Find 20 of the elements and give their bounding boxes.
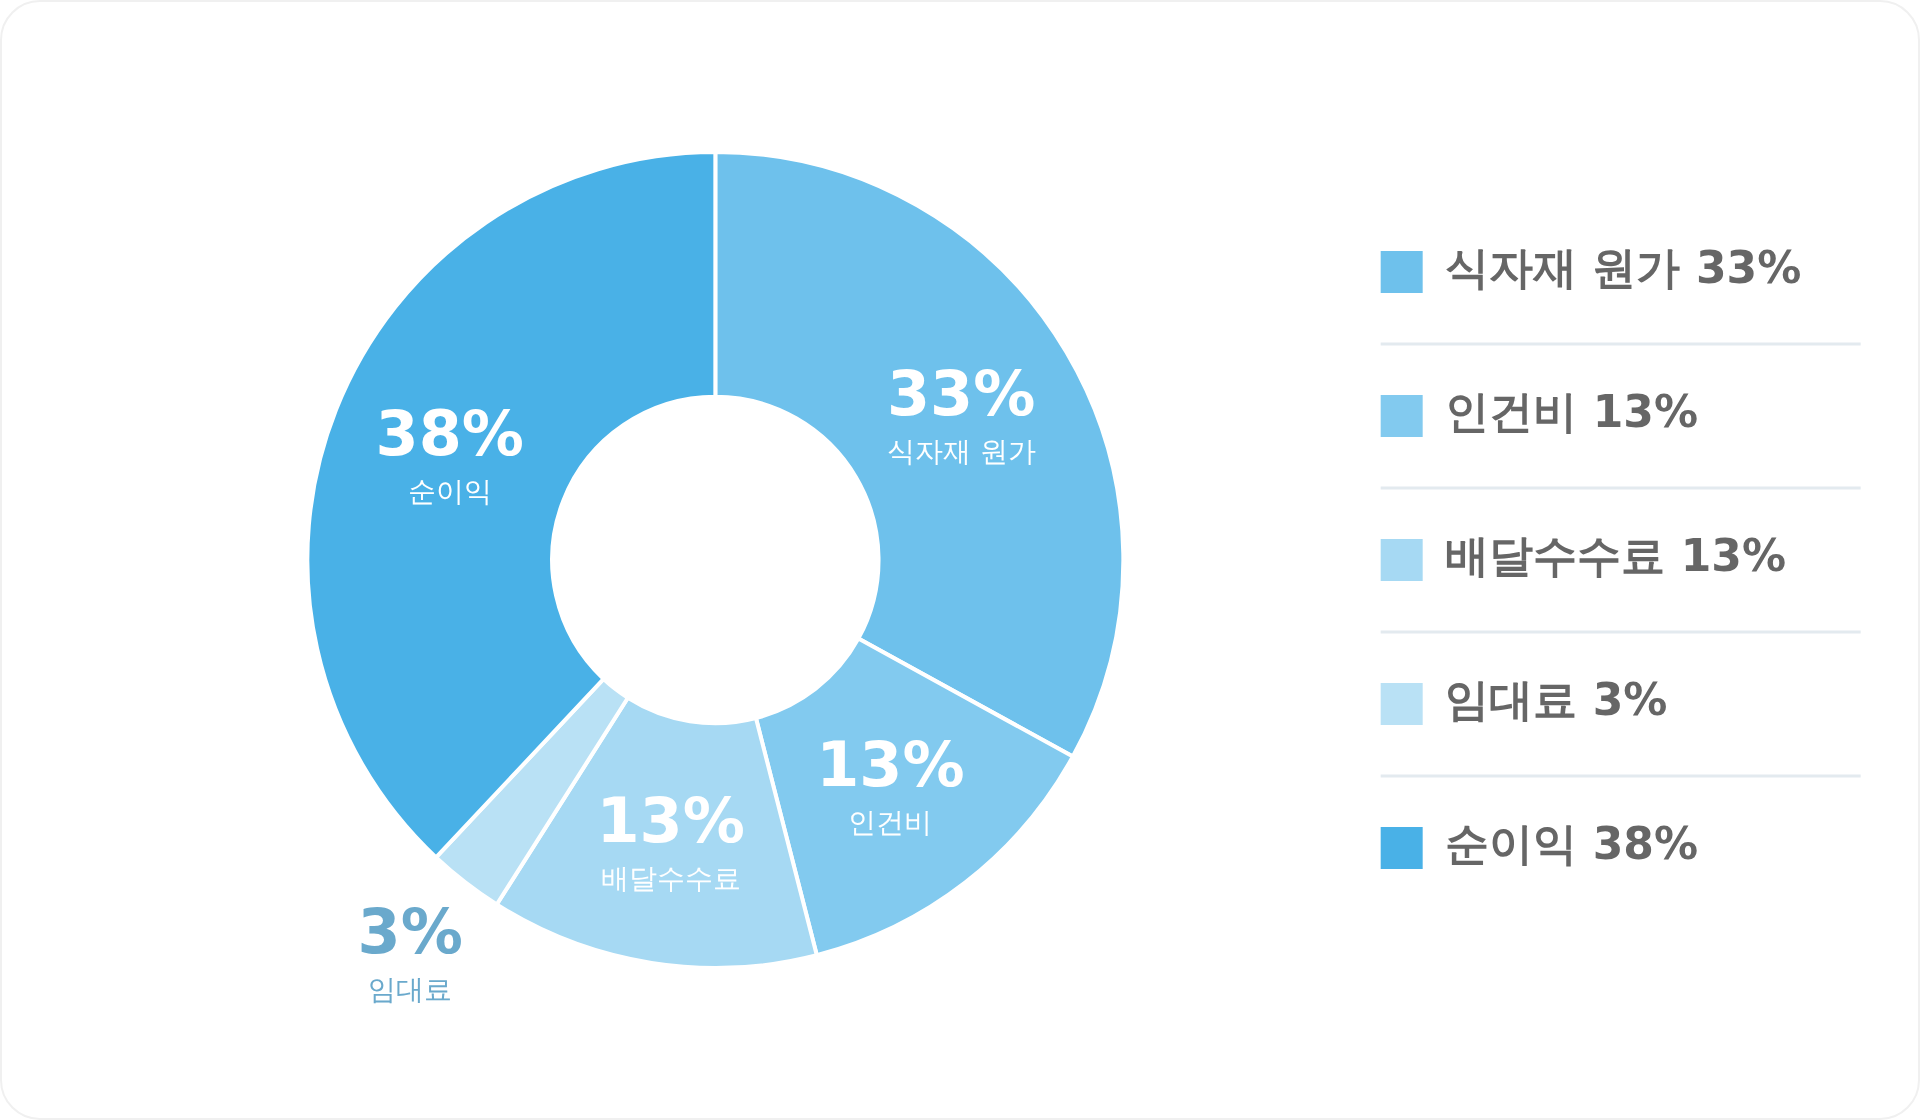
text: 3% [1592,674,1668,726]
data-label: 33% [886,356,1036,430]
text: 13% [1592,386,1699,438]
legend-label: 임대료 [1444,674,1577,726]
slice-label: 인건비 [848,805,933,839]
legend-label: 인건비 [1444,386,1577,438]
legend-label: 순이익 [1444,818,1577,870]
text: 13% [1680,530,1787,582]
data-label: 13% [596,784,745,858]
data-label: 38% [375,396,524,470]
data-label: 3% [357,895,463,969]
slice-label: 임대료 [368,973,453,1007]
slice-label: 순이익 [407,474,492,508]
slice-label: 배달수수료 [600,862,741,896]
text: 33% [1696,242,1802,294]
slice-label: 식자재 원가 [886,434,1036,468]
data-label: 13% [816,727,965,801]
text: 38% [1592,818,1699,870]
legend-label: 식자재 원가 [1444,242,1681,294]
legend-label: 배달수수료 [1444,530,1665,582]
